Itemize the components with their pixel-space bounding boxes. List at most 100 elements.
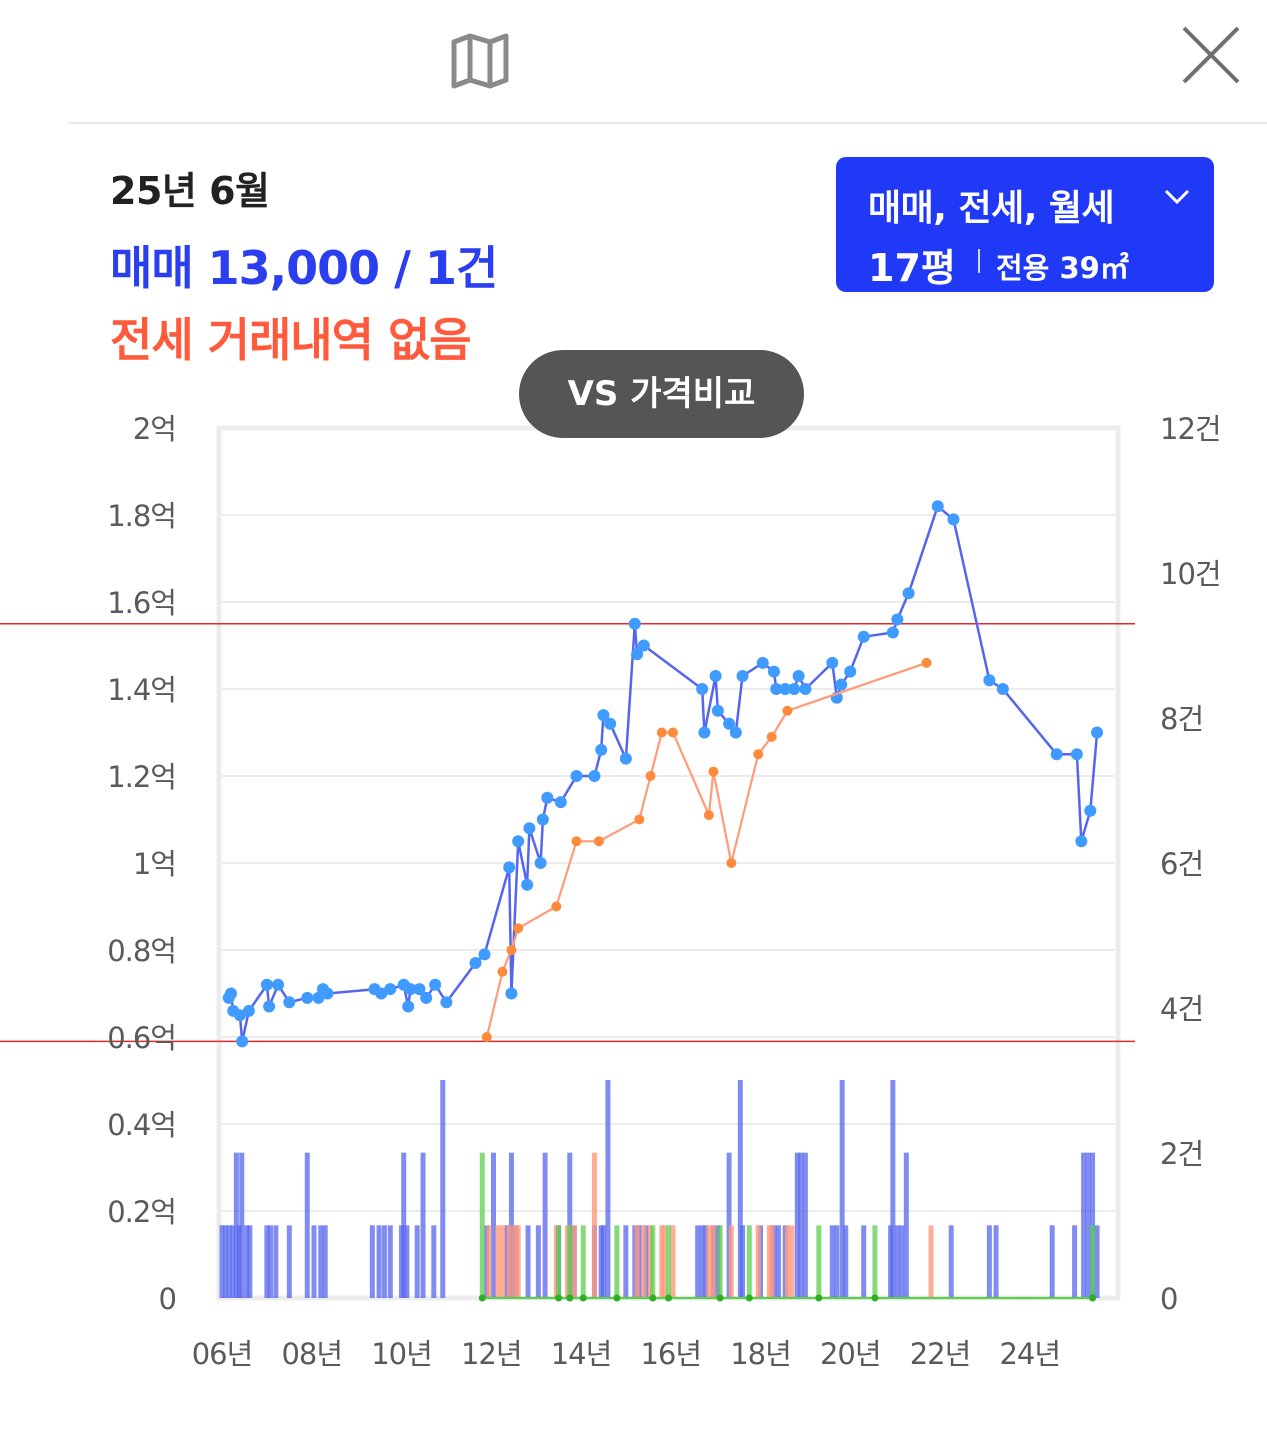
- sale-point: [996, 683, 1009, 695]
- x-tick-label: 18년: [730, 1337, 791, 1371]
- x-tick-label: 08년: [281, 1337, 342, 1371]
- deal-type-filter-button[interactable]: 매매, 전세, 월세 17평 전용 39㎡: [836, 157, 1214, 292]
- jeonse-point: [753, 749, 764, 760]
- close-icon[interactable]: [1178, 24, 1244, 86]
- wolse-volume-bar: [1090, 1225, 1096, 1298]
- jeonse-volume-bar: [710, 1225, 716, 1298]
- vs-compare-button[interactable]: VS 가격비교: [519, 350, 804, 438]
- y-left-tick-label: 1.4억: [107, 673, 176, 707]
- jeonse-point: [766, 731, 777, 742]
- sale-point: [931, 500, 944, 513]
- y-left-tick-label: 0.6억: [107, 1021, 176, 1055]
- wolse-point: [716, 1294, 724, 1302]
- sale-point: [779, 683, 792, 695]
- y-left-tick-label: 1억: [133, 847, 176, 881]
- sale-volume-bar: [420, 1152, 426, 1298]
- sale-point: [402, 1000, 415, 1013]
- sale-volume-bar: [726, 1152, 732, 1298]
- wolse-volume-bar: [872, 1225, 878, 1298]
- wolse-point: [613, 1294, 621, 1302]
- x-tick-label: 10년: [371, 1337, 432, 1371]
- sale-volume-bar: [244, 1225, 250, 1298]
- sale-point: [696, 683, 709, 695]
- jeonse-point: [481, 1032, 492, 1042]
- sale-volume-bar: [605, 1080, 611, 1298]
- sale-volume-bar: [1049, 1225, 1055, 1298]
- jeonse-volume-bar: [728, 1225, 734, 1298]
- sale-point: [799, 683, 812, 695]
- sale-point: [826, 656, 839, 669]
- y-left-tick-label: 0.4억: [107, 1108, 176, 1142]
- x-tick-label: 22년: [910, 1337, 971, 1371]
- sale-volume-bar: [387, 1225, 393, 1298]
- sale-point: [242, 1004, 255, 1017]
- wolse-volume-bar: [717, 1225, 723, 1298]
- sale-point: [604, 717, 617, 730]
- sale-volume-bar: [490, 1152, 496, 1298]
- jeonse-volume-bar: [661, 1225, 667, 1298]
- y-right-tick-label: 6건: [1160, 847, 1203, 881]
- sale-point: [283, 996, 296, 1009]
- y-left-tick-label: 1.2억: [107, 760, 176, 794]
- sale-volume-bar: [740, 1225, 746, 1298]
- sale-volume-bar: [890, 1080, 896, 1298]
- sale-volume-bar: [236, 1225, 242, 1298]
- sale-point: [788, 683, 801, 695]
- sale-volume-bar: [267, 1225, 273, 1298]
- sale-point: [1050, 748, 1063, 761]
- sale-volume-bar: [286, 1225, 292, 1298]
- sale-volume-bar: [1085, 1152, 1091, 1298]
- sale-volume-bar: [404, 1225, 410, 1298]
- sale-point: [1091, 726, 1104, 739]
- sale-volume-bar: [535, 1225, 541, 1298]
- sale-volume-bar: [703, 1225, 709, 1298]
- sale-point: [272, 978, 285, 991]
- jeonse-point: [551, 901, 562, 912]
- sale-volume-bar: [600, 1225, 606, 1298]
- map-icon[interactable]: [448, 32, 512, 90]
- jeonse-point: [703, 810, 714, 821]
- sale-volume-bar: [304, 1152, 310, 1298]
- sale-volume-bar: [861, 1225, 867, 1298]
- jeonse-volume-bar: [515, 1225, 521, 1298]
- sale-point: [440, 996, 453, 1009]
- sale-volume-bar: [322, 1225, 328, 1298]
- sale-volume-bar: [894, 1225, 900, 1298]
- sale-volume-bar: [829, 1225, 835, 1298]
- sale-point: [534, 857, 547, 869]
- y-right-tick-label: 8건: [1160, 702, 1203, 736]
- sale-point: [512, 835, 525, 848]
- sale-volume-bar: [381, 1225, 387, 1298]
- jeonse-volume-bar: [591, 1152, 597, 1298]
- jeonse-volume-bar: [641, 1225, 647, 1298]
- sale-point: [698, 726, 711, 739]
- wolse-point: [555, 1294, 563, 1302]
- y-right-tick-label: 4건: [1160, 992, 1203, 1026]
- sale-point: [505, 987, 518, 1000]
- sale-volume-bar: [273, 1225, 279, 1298]
- jeonse-point: [634, 814, 645, 825]
- wolse-volume-bar: [614, 1225, 620, 1298]
- jeonse-volume-bar: [706, 1225, 712, 1298]
- jeonse-point: [497, 966, 508, 977]
- filter-separator: [978, 249, 980, 273]
- sale-point: [595, 743, 608, 756]
- sale-volume-bar: [695, 1225, 701, 1298]
- sale-point: [891, 613, 904, 626]
- x-tick-label: 06년: [192, 1337, 253, 1371]
- wolse-volume-bar: [580, 1225, 586, 1298]
- sale-volume-bar: [223, 1225, 229, 1298]
- wolse-volume-bar: [567, 1225, 573, 1298]
- jeonse-point: [506, 945, 517, 955]
- y-left-tick-label: 0.2억: [107, 1195, 176, 1229]
- y-left-tick-label: 1.6억: [107, 586, 176, 620]
- sale-volume-bar: [1072, 1225, 1078, 1298]
- selected-date: 25년 6월: [110, 169, 270, 213]
- sale-volume-bar: [843, 1225, 849, 1298]
- wolse-point: [745, 1294, 753, 1302]
- y-left-tick-label: 1.8억: [107, 499, 176, 533]
- sale-point: [469, 957, 482, 970]
- y-right-tick-label: 10건: [1160, 557, 1221, 591]
- sale-point: [711, 704, 724, 717]
